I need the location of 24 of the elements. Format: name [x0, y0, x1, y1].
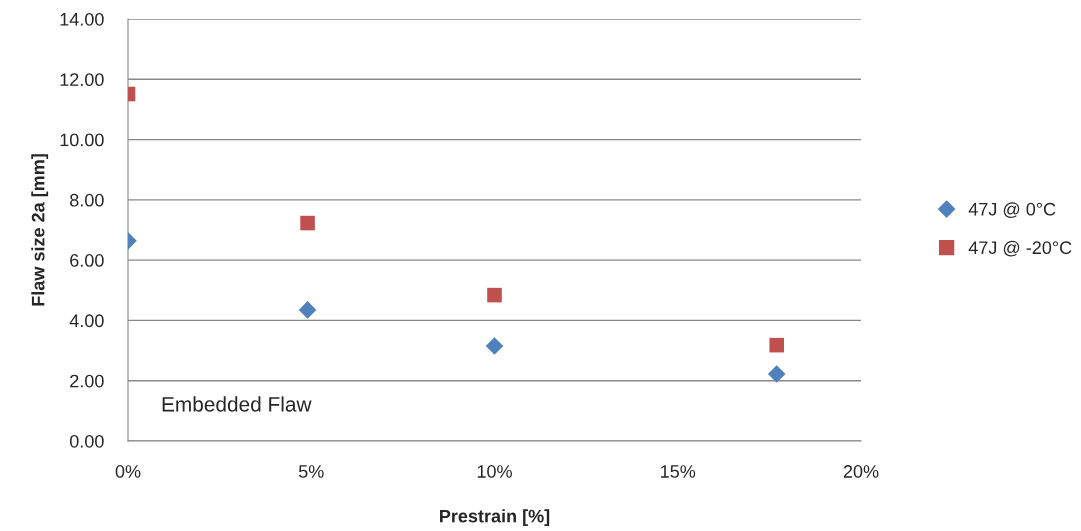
point [298, 301, 317, 319]
y-tick-label: 8.00 [70, 193, 104, 207]
point [300, 215, 315, 231]
y-tick-label: 14.00 [60, 12, 104, 26]
point [769, 337, 784, 353]
x-tick-label: 10% [477, 465, 512, 478]
y-tick-label: 6.00 [70, 254, 104, 267]
annotation: Embedded Flaw [162, 396, 312, 412]
x-tick-label: 20% [843, 465, 879, 478]
y-tick-label: 12.00 [60, 73, 104, 87]
y-tick-label: 4.00 [69, 314, 104, 328]
x-tick-label: 15% [661, 465, 696, 478]
x-axis-title: Prestrain [%] [440, 509, 550, 527]
legend-label: 47J @ 0°C [968, 202, 1056, 218]
x-tick-label: 0% [115, 465, 141, 478]
y-tick-label: 10.00 [60, 133, 104, 147]
point [767, 365, 786, 383]
y-tick-label: 0.00 [69, 434, 104, 448]
y-axis-title: Flaw size 2a [mm] [31, 154, 49, 306]
legend-label: 47J @ -20°C [968, 240, 1072, 257]
x-tick-label: 5% [298, 465, 324, 478]
point [485, 337, 504, 355]
point [487, 287, 502, 303]
y-tick-label: 2.00 [70, 374, 104, 388]
